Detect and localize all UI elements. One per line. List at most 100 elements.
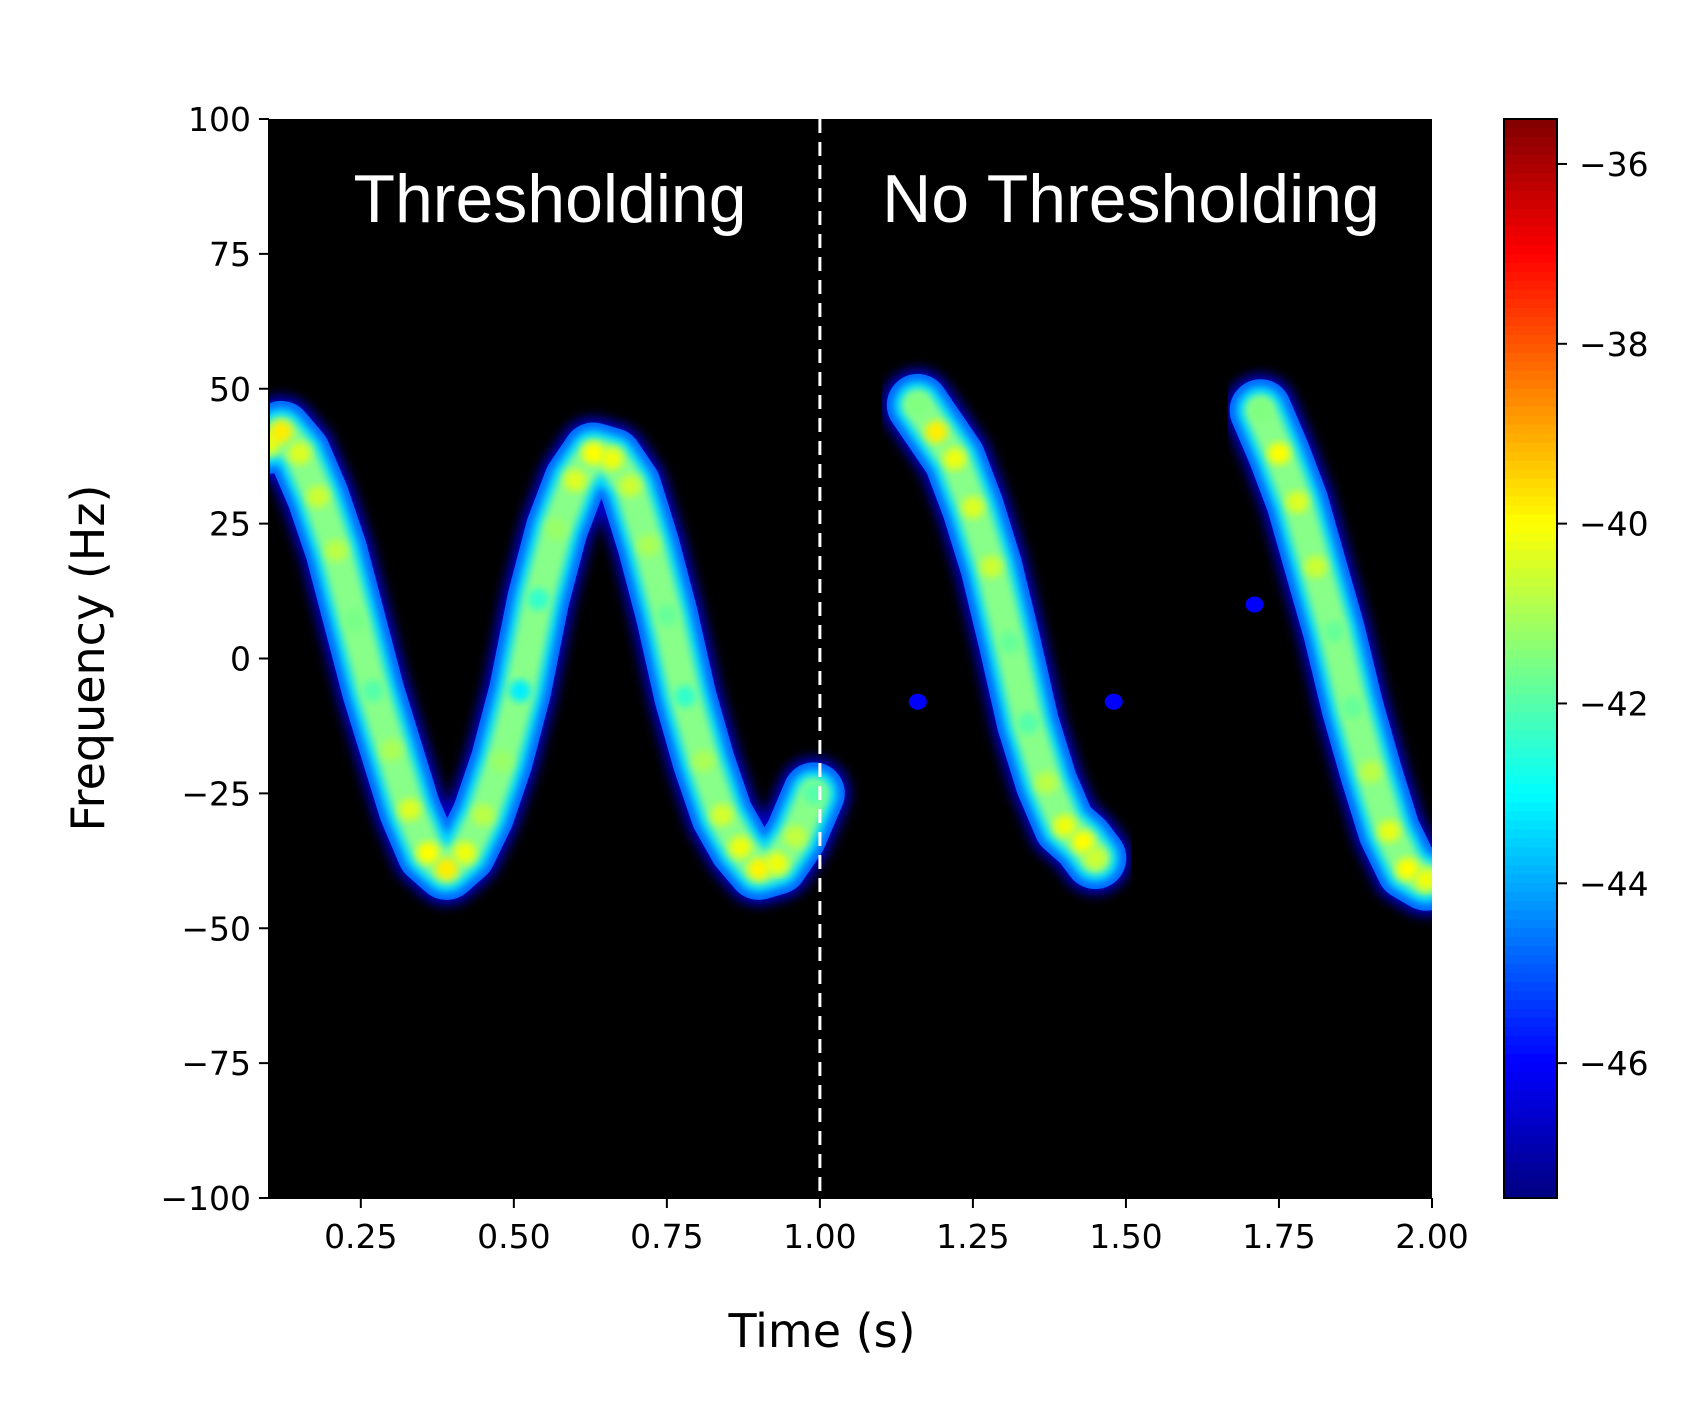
- colorbar-band: [1504, 370, 1557, 381]
- no-thresholding-sweep-1-point-1: [925, 420, 948, 443]
- colorbar-band: [1504, 325, 1557, 336]
- y-tick-label: −50: [181, 909, 251, 948]
- colorbar-band: [1504, 1153, 1557, 1163]
- colorbar-band: [1504, 253, 1557, 264]
- colorbar-band: [1504, 901, 1557, 911]
- colorbar-band: [1504, 469, 1557, 480]
- colorbar-band: [1504, 586, 1557, 597]
- colorbar-band: [1504, 847, 1557, 857]
- colorbar-band: [1504, 1099, 1557, 1109]
- no-thresholding-sweep-2-point-2: [1286, 491, 1309, 513]
- colorbar-band: [1504, 712, 1557, 723]
- colorbar-tick-label: −40: [1579, 505, 1649, 544]
- colorbar-band: [1504, 298, 1557, 309]
- y-tick-label: −100: [160, 1179, 251, 1218]
- no-thresholding-sweep-1-point-0: [906, 393, 929, 416]
- colorbar-band: [1504, 730, 1557, 741]
- colorbar-band: [1504, 1162, 1557, 1172]
- colorbar-band: [1504, 343, 1557, 354]
- no-thresholding-sweep-2-point-0: [1249, 399, 1272, 422]
- thresholding-trace-point-8: [398, 798, 421, 821]
- thresholding-trace-point-25: [711, 804, 733, 826]
- no-thresholding-sweep-2-point-3: [1304, 555, 1327, 578]
- colorbar-band: [1504, 1009, 1557, 1019]
- colorbar-band: [1504, 865, 1557, 875]
- colorbar-band: [1504, 604, 1557, 615]
- colorbar-band: [1504, 928, 1557, 938]
- thresholding-trace-point-15: [527, 588, 550, 611]
- colorbar-band: [1504, 136, 1557, 147]
- colorbar-band: [1504, 739, 1557, 750]
- colorbar-band: [1504, 982, 1557, 992]
- colorbar-band: [1504, 496, 1557, 507]
- colorbar-band: [1504, 397, 1557, 408]
- colorbar-band: [1504, 1081, 1557, 1091]
- no-thresholding-sweep-2-point-1: [1268, 442, 1290, 465]
- colorbar-band: [1504, 631, 1557, 642]
- no-thresholding-sweep-1-point-2: [943, 447, 966, 470]
- colorbar-band: [1504, 532, 1557, 543]
- colorbar-band: [1504, 487, 1557, 498]
- colorbar-band: [1504, 119, 1557, 129]
- colorbar-band: [1504, 1090, 1557, 1100]
- colorbar-band: [1504, 388, 1557, 399]
- thresholding-trace-point-30: [802, 782, 825, 805]
- colorbar-band: [1504, 1189, 1557, 1199]
- colorbar-band: [1504, 964, 1557, 974]
- thresholding-trace-point-6: [362, 679, 385, 702]
- colorbar-band: [1504, 937, 1557, 947]
- colorbar-band: [1504, 262, 1557, 273]
- thresholding-trace-point-9: [417, 841, 440, 864]
- colorbar-tick-label: −44: [1579, 864, 1649, 903]
- colorbar-band: [1504, 784, 1557, 794]
- colorbar-band: [1504, 658, 1557, 669]
- colorbar-band: [1504, 892, 1557, 902]
- y-tick-label: 25: [209, 505, 251, 544]
- colorbar-band: [1504, 676, 1557, 687]
- colorbar-band: [1504, 568, 1557, 579]
- colorbar-band: [1504, 217, 1557, 228]
- colorbar-band: [1504, 1171, 1557, 1181]
- colorbar-band: [1504, 154, 1557, 165]
- colorbar-band: [1504, 757, 1557, 767]
- no-thresholding-sweep-1-point-8: [1053, 814, 1076, 837]
- colorbar: [1504, 119, 1557, 1199]
- colorbar-band: [1504, 289, 1557, 300]
- thresholding-trace-point-23: [674, 685, 697, 708]
- thresholding-trace-point-21: [637, 534, 660, 557]
- no-thresholding-sweep-2-point-4: [1323, 620, 1346, 643]
- x-tick-label: 1.00: [783, 1217, 856, 1256]
- thresholding-trace-point-1: [270, 420, 293, 443]
- thresholding-trace-point-28: [766, 852, 788, 875]
- no-thresholding-sweep-2-point-7: [1378, 820, 1401, 843]
- no-thresholding-sweep-2-point-6: [1359, 760, 1382, 783]
- plot-background: [269, 119, 1432, 1198]
- thresholding-trace-point-29: [784, 825, 807, 848]
- axis-ticks: 0.25 0.50 0.75 1.00 1.25 1.50 1.75 2.00 100 75 50 2…: [160, 100, 1468, 1256]
- no-thresholding-sweep-1-point-6: [1017, 712, 1039, 735]
- colorbar-tick-label: −42: [1579, 684, 1649, 723]
- annotation-no-thresholding: No Thresholding: [882, 161, 1380, 237]
- y-tick-label: 0: [230, 640, 251, 679]
- colorbar-band: [1504, 640, 1557, 651]
- colorbar-band: [1504, 307, 1557, 318]
- thresholding-trace-point-27: [747, 857, 770, 880]
- colorbar-band: [1504, 1045, 1557, 1055]
- colorbar-band: [1504, 361, 1557, 372]
- colorbar-band: [1504, 748, 1557, 759]
- colorbar-band: [1504, 775, 1557, 785]
- colorbar-band: [1504, 991, 1557, 1001]
- thresholding-trace-point-19: [600, 447, 623, 470]
- colorbar-band: [1504, 829, 1557, 839]
- colorbar-band: [1504, 838, 1557, 848]
- colorbar-band: [1504, 1135, 1557, 1145]
- colorbar-band: [1504, 127, 1557, 138]
- colorbar-band: [1504, 505, 1557, 516]
- colorbar-band: [1504, 910, 1557, 920]
- colorbar-band: [1504, 181, 1557, 192]
- no-thresholding-sweep-2-inner: [1244, 394, 1432, 896]
- colorbar-band: [1504, 424, 1557, 435]
- annotation-thresholding: Thresholding: [353, 161, 746, 237]
